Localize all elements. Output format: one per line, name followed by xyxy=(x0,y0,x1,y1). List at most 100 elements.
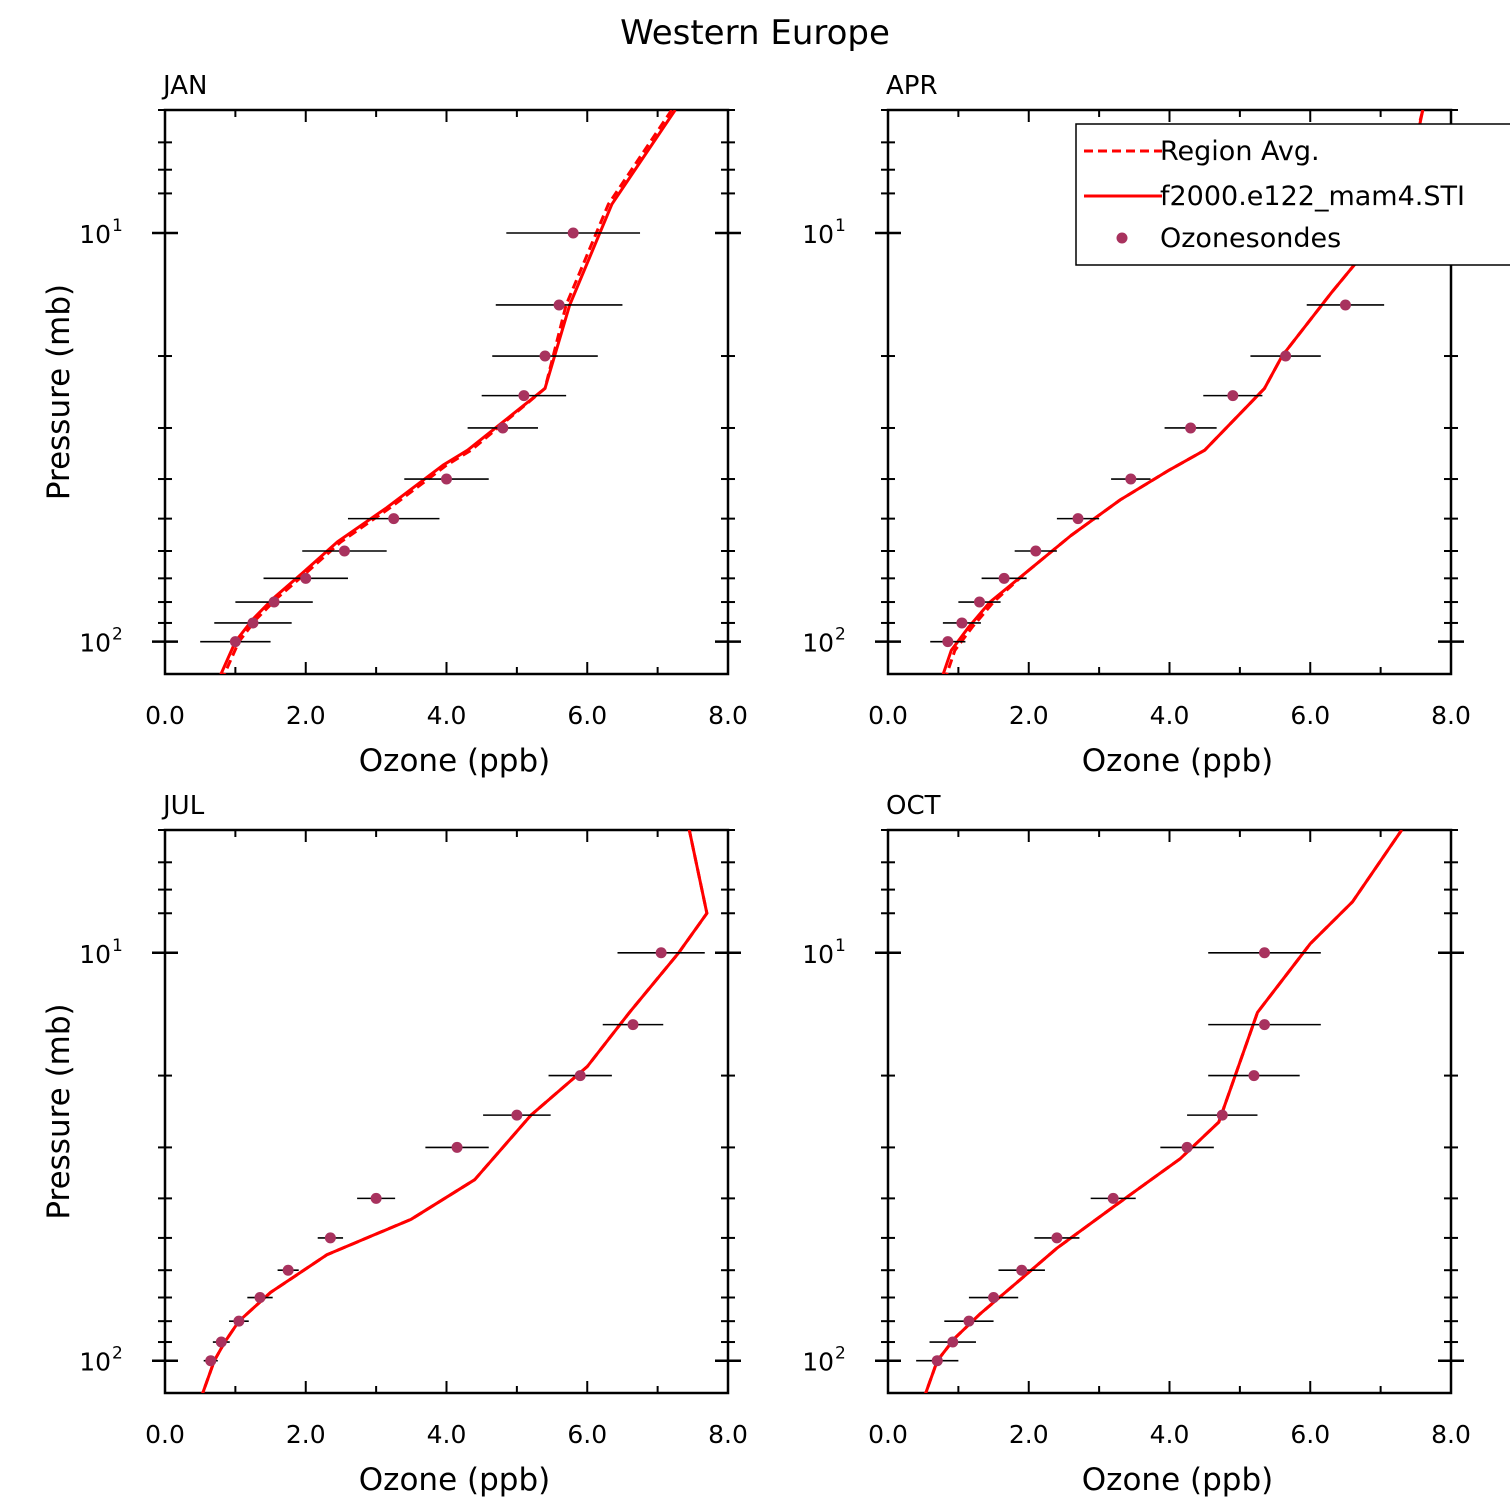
ozonesonde-point xyxy=(324,1232,336,1244)
legend-label: Ozonesondes xyxy=(1160,223,1341,254)
x-tick-label: 0.0 xyxy=(145,701,185,730)
ozonesonde-point xyxy=(942,636,954,648)
ozonesonde-point xyxy=(282,1264,294,1276)
ozonesonde-point xyxy=(1072,513,1084,525)
ozonesonde-point xyxy=(1259,1019,1271,1031)
plot-frame xyxy=(163,828,730,1395)
ozonesonde-point xyxy=(254,1292,266,1304)
region-avg-line xyxy=(222,110,673,674)
ozonesonde-point xyxy=(1016,1264,1028,1276)
legend: Region Avg. f2000.e122_mam4.STI Ozonesonde… xyxy=(1075,123,1510,266)
x-tick-label: 2.0 xyxy=(1009,1420,1049,1449)
y-tick-label: 10 xyxy=(79,1348,111,1377)
ozonesonde-point xyxy=(268,596,280,608)
ozonesonde-point xyxy=(998,572,1010,584)
model-line xyxy=(924,830,1403,1393)
y-tick-exponent: 2 xyxy=(835,625,846,645)
ozonesonde-point xyxy=(338,545,350,557)
x-tick-label: 2.0 xyxy=(286,1420,326,1449)
plot-area xyxy=(916,830,1403,1393)
ozonesonde-point xyxy=(441,473,452,485)
ozonesonde-point xyxy=(229,636,241,648)
x-tick-label: 6.0 xyxy=(567,1420,607,1449)
legend-label: Region Avg. xyxy=(1160,136,1320,167)
ozonesonde-point xyxy=(300,572,312,584)
ozonesonde-point xyxy=(1051,1232,1063,1244)
ozonesonde-point xyxy=(973,596,985,608)
y-axis-label: Pressure (mb) xyxy=(41,1003,77,1219)
x-tick-label: 8.0 xyxy=(1431,1420,1471,1449)
y-tick-label: 10 xyxy=(802,940,834,969)
ozonesonde-point xyxy=(511,1109,523,1121)
plot-area xyxy=(200,110,677,687)
ozonesonde-point xyxy=(1107,1192,1119,1204)
plot-frame xyxy=(886,828,1453,1395)
x-axis-label: Ozone (ppb) xyxy=(1082,743,1273,779)
region-avg-line xyxy=(201,830,709,1393)
panel-label: OCT xyxy=(886,791,941,821)
ozonesonde-point xyxy=(215,1336,227,1348)
ozonesonde-point xyxy=(553,299,565,311)
ozonesonde-point xyxy=(931,1355,943,1367)
ozonesonde-point xyxy=(1280,350,1292,362)
x-tick-label: 0.0 xyxy=(868,701,908,730)
ozonesonde-point xyxy=(518,390,530,402)
y-tick-label: 10 xyxy=(802,220,834,249)
x-tick-label: 4.0 xyxy=(427,701,467,730)
figure-title: Western Europe xyxy=(620,13,890,53)
ozonesonde-point xyxy=(388,513,400,525)
ozonesonde-point xyxy=(1185,422,1197,434)
x-tick-label: 0.0 xyxy=(868,1420,908,1449)
y-tick-exponent: 2 xyxy=(112,1344,123,1364)
y-tick-label: 10 xyxy=(79,629,111,658)
y-tick-exponent: 2 xyxy=(835,1344,846,1364)
y-tick-exponent: 1 xyxy=(835,936,846,956)
ozonesonde-point xyxy=(988,1292,1000,1304)
y-tick-label: 10 xyxy=(79,940,111,969)
x-tick-label: 2.0 xyxy=(1009,701,1049,730)
x-tick-label: 8.0 xyxy=(708,701,748,730)
y-tick-label: 10 xyxy=(79,220,111,249)
ozonesonde-point xyxy=(1339,299,1351,311)
ozonesonde-point xyxy=(1259,947,1271,959)
x-tick-label: 6.0 xyxy=(1290,701,1330,730)
x-axis-label: Ozone (ppb) xyxy=(359,743,550,779)
ozonesonde-point xyxy=(1030,545,1042,557)
ozonesonde-point xyxy=(947,1336,959,1348)
ozonesonde-point xyxy=(497,422,509,434)
panel-label: APR xyxy=(886,71,938,101)
region-avg-line xyxy=(924,830,1403,1393)
ozonesonde-point xyxy=(574,1070,586,1082)
plot-frame xyxy=(163,108,730,676)
y-tick-exponent: 1 xyxy=(112,936,123,956)
ozonesonde-point xyxy=(1248,1070,1260,1082)
ozonesonde-point xyxy=(451,1141,463,1153)
legend-marker xyxy=(1116,232,1128,244)
ozonesonde-point xyxy=(1227,390,1239,402)
y-tick-exponent: 2 xyxy=(112,625,123,645)
ozonesonde-point xyxy=(216,676,227,687)
ozonesonde-point xyxy=(567,227,579,239)
x-axis-label: Ozone (ppb) xyxy=(359,1462,550,1498)
ozonesonde-point xyxy=(627,1019,639,1031)
x-tick-label: 6.0 xyxy=(1290,1420,1330,1449)
ozonesonde-point xyxy=(1181,1141,1193,1153)
ozonesonde-point xyxy=(655,947,667,959)
y-tick-exponent: 1 xyxy=(835,216,846,236)
model-line xyxy=(201,830,709,1393)
x-tick-label: 4.0 xyxy=(427,1420,467,1449)
panel-label: JUL xyxy=(161,791,205,821)
y-tick-label: 10 xyxy=(802,1348,834,1377)
ozonesonde-point xyxy=(932,676,943,687)
x-tick-label: 4.0 xyxy=(1150,701,1190,730)
ozonesonde-point xyxy=(370,1192,382,1204)
panel-label: JAN xyxy=(161,71,207,101)
ozonesonde-point xyxy=(1125,473,1137,485)
ozonesonde-point xyxy=(247,617,259,629)
x-axis-label: Ozone (ppb) xyxy=(1082,1462,1273,1498)
plot-area xyxy=(201,830,709,1393)
